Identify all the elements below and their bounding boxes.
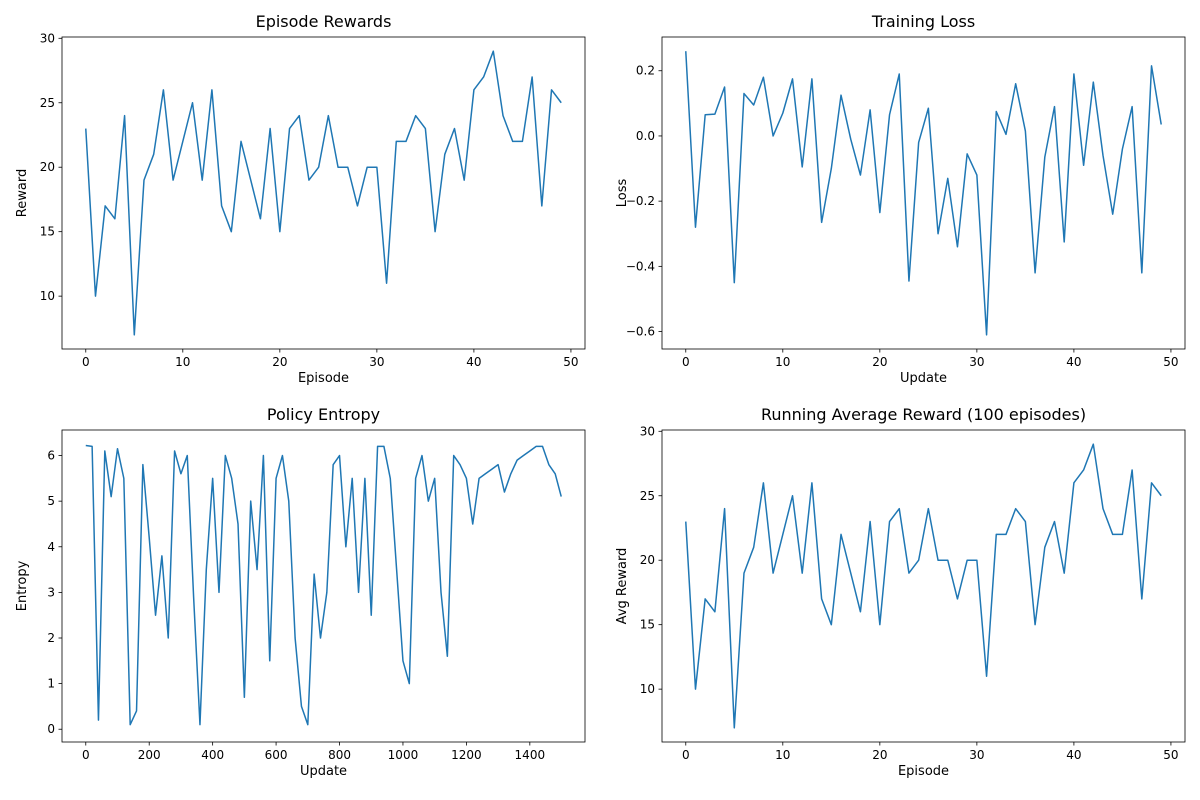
y-tick-label: 15 bbox=[40, 225, 55, 239]
y-tick-label: 0.0 bbox=[636, 129, 655, 143]
chart-title: Episode Rewards bbox=[256, 12, 392, 31]
y-tick-label: 25 bbox=[640, 489, 655, 503]
x-tick-label: 30 bbox=[969, 355, 984, 369]
x-tick-label: 10 bbox=[775, 355, 790, 369]
y-tick-label: 1 bbox=[47, 677, 55, 691]
x-tick-label: 50 bbox=[1163, 355, 1178, 369]
data-line bbox=[685, 443, 1162, 729]
y-axis-label: Loss bbox=[615, 179, 630, 208]
x-axis-label: Update bbox=[900, 371, 947, 386]
y-axis-label: Avg Reward bbox=[615, 548, 630, 625]
axes-frame bbox=[61, 429, 586, 743]
x-tick-label: 10 bbox=[175, 355, 190, 369]
x-tick-label: 40 bbox=[466, 355, 481, 369]
y-tick-label: 5 bbox=[47, 494, 55, 508]
x-tick-label: 10 bbox=[775, 748, 790, 762]
y-tick-label: 25 bbox=[40, 96, 55, 110]
x-tick-label: 0 bbox=[82, 748, 90, 762]
y-tick-label: 15 bbox=[640, 618, 655, 632]
x-axis-label: Update bbox=[300, 764, 347, 779]
data-line bbox=[85, 50, 562, 336]
y-tick-label: 4 bbox=[47, 540, 55, 554]
y-tick-label: 20 bbox=[640, 553, 655, 567]
chart-title: Running Average Reward (100 episodes) bbox=[761, 405, 1086, 424]
x-axis-label: Episode bbox=[298, 371, 349, 386]
chart-title: Training Loss bbox=[871, 12, 975, 31]
x-tick-label: 200 bbox=[138, 748, 161, 762]
y-tick-label: 10 bbox=[40, 289, 55, 303]
y-tick-label: 0.2 bbox=[636, 64, 655, 78]
plot-area bbox=[685, 51, 1162, 336]
axes-frame bbox=[661, 36, 1186, 350]
x-axis-label: Episode bbox=[898, 764, 949, 779]
x-tick-label: 50 bbox=[563, 355, 578, 369]
data-line bbox=[685, 51, 1162, 336]
x-tick-label: 20 bbox=[872, 748, 887, 762]
x-tick-label: 600 bbox=[265, 748, 288, 762]
x-tick-label: 20 bbox=[272, 355, 287, 369]
y-tick-label: −0.4 bbox=[626, 259, 655, 273]
subplot: 0 10 20 30 40 50 10 15 20 25 30 Episode Rewards Epis… bbox=[15, 12, 586, 386]
x-tick-label: 1200 bbox=[451, 748, 482, 762]
data-line bbox=[85, 444, 562, 726]
subplot: 0 10 20 30 40 50 −0.6 −0.4 −0.2 0.0 0.2 Training Lo… bbox=[615, 12, 1186, 386]
y-tick-label: 0 bbox=[47, 722, 55, 736]
subplot: 0 10 20 30 40 50 10 15 20 25 30 Running Average Rew… bbox=[615, 405, 1186, 779]
axes-frame bbox=[661, 429, 1186, 743]
y-tick-label: 30 bbox=[640, 424, 655, 438]
x-tick-label: 0 bbox=[682, 748, 690, 762]
x-tick-label: 1400 bbox=[515, 748, 546, 762]
y-tick-label: −0.6 bbox=[626, 325, 655, 339]
y-tick-label: 10 bbox=[640, 682, 655, 696]
axes-frame bbox=[61, 36, 586, 350]
subplot: 0 200 400 600 800 1000 1200 1400 0 1 2 3 4 5 6 Policy E… bbox=[15, 405, 586, 779]
x-tick-label: 1000 bbox=[388, 748, 419, 762]
x-tick-label: 30 bbox=[369, 355, 384, 369]
x-tick-label: 0 bbox=[682, 355, 690, 369]
plot-area bbox=[85, 50, 562, 336]
y-axis-label: Entropy bbox=[15, 560, 30, 611]
x-tick-label: 800 bbox=[328, 748, 351, 762]
y-tick-label: 6 bbox=[47, 449, 55, 463]
plot-area bbox=[685, 443, 1162, 729]
y-tick-label: 30 bbox=[40, 31, 55, 45]
x-tick-label: 20 bbox=[872, 355, 887, 369]
x-tick-label: 40 bbox=[1066, 355, 1081, 369]
y-tick-label: 2 bbox=[47, 631, 55, 645]
x-tick-label: 50 bbox=[1163, 748, 1178, 762]
x-tick-label: 30 bbox=[969, 748, 984, 762]
y-tick-label: 20 bbox=[40, 160, 55, 174]
chart-title: Policy Entropy bbox=[267, 405, 380, 424]
x-tick-label: 400 bbox=[201, 748, 224, 762]
y-axis-label: Reward bbox=[15, 169, 30, 217]
y-tick-label: −0.2 bbox=[626, 194, 655, 208]
x-tick-label: 40 bbox=[1066, 748, 1081, 762]
y-tick-label: 3 bbox=[47, 585, 55, 599]
plot-area bbox=[85, 444, 562, 726]
x-tick-label: 0 bbox=[82, 355, 90, 369]
